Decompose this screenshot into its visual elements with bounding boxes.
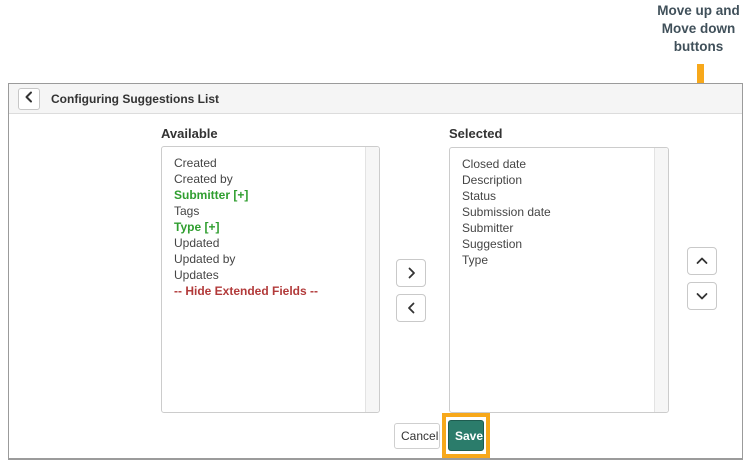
available-label: Available: [161, 126, 218, 141]
move-to-available-button[interactable]: [396, 294, 426, 322]
chevron-right-icon: [406, 267, 417, 279]
list-item[interactable]: Submitter: [462, 221, 514, 235]
selected-listbox: Closed date Description Status Submissio…: [449, 147, 669, 413]
list-item[interactable]: Description: [462, 173, 523, 187]
list-item[interactable]: Updated by: [174, 252, 236, 266]
list-item[interactable]: -- Hide Extended Fields --: [174, 284, 319, 298]
move-down-button[interactable]: [687, 282, 717, 310]
list-item[interactable]: Status: [462, 189, 497, 203]
list-item[interactable]: Suggestion: [462, 237, 523, 251]
selected-label: Selected: [449, 126, 503, 141]
list-item[interactable]: Tags: [174, 204, 200, 218]
configuring-suggestions-panel: Configuring Suggestions List Available C…: [8, 83, 743, 460]
list-item[interactable]: Updated: [174, 236, 220, 250]
list-item[interactable]: Type: [462, 253, 489, 267]
chevron-up-icon: [696, 256, 708, 266]
selected-items: Closed date Description Status Submissio…: [450, 148, 668, 268]
annotation-callout: Move up and Move down buttons: [650, 2, 747, 56]
list-item[interactable]: Closed date: [462, 157, 527, 171]
chevron-down-icon: [696, 291, 708, 301]
cancel-button[interactable]: Cancel: [394, 423, 440, 449]
chevron-left-icon: [406, 302, 417, 314]
list-item[interactable]: Submitter [+]: [174, 188, 249, 202]
list-item[interactable]: Type [+]: [174, 220, 220, 234]
available-scrollbar[interactable]: [365, 147, 379, 412]
page-title: Configuring Suggestions List: [51, 91, 219, 106]
list-item[interactable]: Updates: [174, 268, 219, 282]
move-to-selected-button[interactable]: [396, 259, 426, 287]
list-item[interactable]: Submission date: [462, 205, 551, 219]
list-item[interactable]: Created: [174, 156, 217, 170]
selected-scrollbar[interactable]: [654, 148, 668, 412]
panel-header: Configuring Suggestions List: [9, 84, 742, 114]
available-items: Created Created by Submitter [+] Tags Ty…: [162, 147, 379, 299]
list-item[interactable]: Created by: [174, 172, 233, 186]
annotation-line: buttons: [673, 39, 724, 54]
annotation-line: Move down: [661, 21, 736, 36]
available-listbox: Created Created by Submitter [+] Tags Ty…: [161, 146, 380, 413]
back-button[interactable]: [18, 87, 40, 110]
move-up-button[interactable]: [687, 247, 717, 275]
annotation-line: Move up and: [657, 3, 740, 18]
chevron-left-icon: [24, 91, 34, 106]
save-button[interactable]: Save: [448, 420, 484, 451]
